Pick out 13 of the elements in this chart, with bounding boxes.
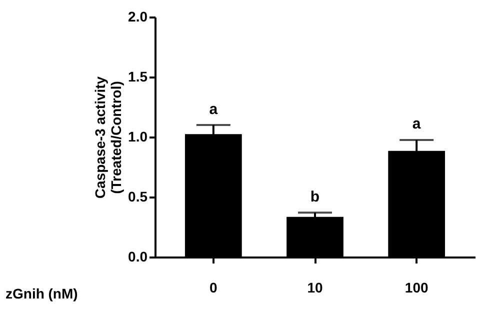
- x-axis-title: zGnih (nM): [6, 286, 78, 302]
- annotation: b: [310, 188, 320, 206]
- x-tick-label: 10: [307, 280, 323, 296]
- annotation: a: [209, 101, 218, 118]
- y-axis-title: Caspase-3 activity (Treated/Control): [92, 76, 124, 199]
- y-tick-label: 1.0: [128, 128, 148, 144]
- y-tick-label: 0.5: [128, 188, 148, 204]
- x-tick-label: 100: [404, 280, 428, 296]
- y-tick-label: 1.5: [128, 68, 148, 84]
- x-tick-label: 0: [210, 280, 218, 296]
- y-tick-label: 2.0: [128, 8, 148, 24]
- y-tick-label: 0.0: [128, 248, 148, 264]
- annotation: a: [412, 115, 422, 132]
